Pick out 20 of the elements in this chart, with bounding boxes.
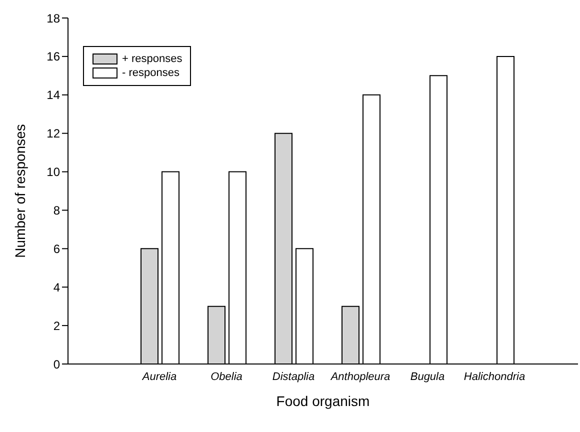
x-axis-title: Food organism <box>276 393 370 409</box>
x-tick-label: Aurelia <box>141 370 177 383</box>
x-tick-label: Anthopleura <box>330 370 390 383</box>
y-tick-label: 4 <box>53 280 60 294</box>
y-axis-title: Number of responses <box>12 124 28 258</box>
y-tick-label: 8 <box>53 203 60 218</box>
y-tick-label: 0 <box>53 357 60 372</box>
y-tick-label: 16 <box>46 50 60 64</box>
x-tick-label: Bugula <box>410 370 445 383</box>
legend-label: + responses <box>122 53 182 65</box>
y-tick-label: 18 <box>46 11 60 26</box>
y-tick-label: 6 <box>53 242 60 256</box>
x-tick-label: Obelia <box>210 370 242 383</box>
x-tick-label: Halichondria <box>464 370 526 383</box>
y-tick-label: 14 <box>46 88 60 102</box>
x-tick-label: Distaplia <box>272 370 315 383</box>
legend-label: - responses <box>122 67 180 79</box>
y-tick-label: 12 <box>46 126 60 141</box>
y-tick-label: 10 <box>46 165 60 180</box>
y-tick-label: 2 <box>53 318 60 333</box>
